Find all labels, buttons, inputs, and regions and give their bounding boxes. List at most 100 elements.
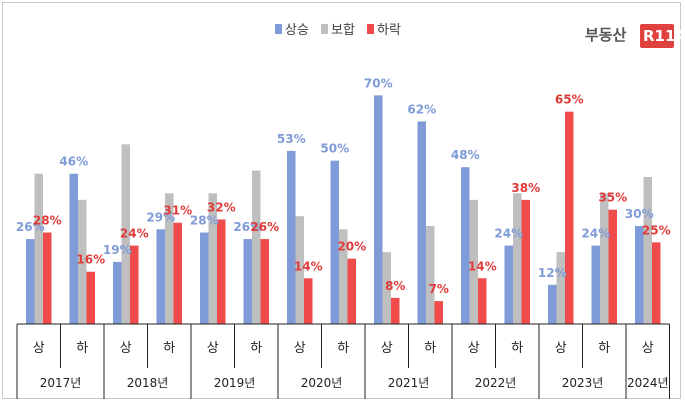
bar-상승-12 (548, 284, 557, 324)
bar-하락-7 (347, 258, 356, 324)
category-label-14: 상 (642, 341, 654, 356)
category-label-7: 하 (337, 341, 349, 356)
value-label-하락-12: 65% (555, 93, 584, 107)
bar-하락-12 (565, 111, 574, 325)
bar-하락-13 (608, 209, 617, 324)
category-label-8: 상 (381, 341, 393, 356)
year-label-3: 2020년 (301, 376, 343, 390)
legend-swatch-1 (321, 24, 328, 34)
bar-하락-3 (173, 222, 182, 324)
logo-box-text: R114 (643, 27, 682, 45)
year-label-2: 2019년 (214, 376, 256, 390)
category-label-3: 하 (163, 341, 175, 356)
year-label-6: 2023년 (562, 376, 604, 390)
value-label-하락-13: 35% (598, 191, 627, 205)
legend-swatch-2 (367, 24, 374, 34)
value-label-상승-2: 19% (103, 243, 132, 257)
value-label-하락-14: 25% (642, 223, 671, 237)
bar-상승-2 (113, 261, 122, 324)
legend-label-0: 상승 (285, 23, 309, 38)
value-label-하락-6: 14% (294, 259, 323, 273)
value-label-상승-4: 28% (190, 214, 219, 228)
bar-보합-11 (513, 193, 522, 324)
value-label-하락-9: 7% (429, 282, 449, 296)
logo-text: 부동산 (585, 26, 627, 44)
bar-하락-2 (130, 245, 139, 324)
value-label-하락-10: 14% (468, 259, 497, 273)
category-label-0: 상 (33, 341, 45, 356)
x-axis: 상 하 상 하 상 하 상 하 상 하 상 하 상 하 상 2017년 2018년 2019년 2020년 2021년… (16, 323, 670, 399)
value-label-상승-10: 48% (451, 148, 480, 162)
bar-상승-14 (635, 226, 644, 324)
value-label-상승-5: 26% (233, 220, 262, 234)
category-label-1: 하 (76, 341, 88, 356)
value-label-하락-0: 28% (33, 214, 62, 228)
bar-chart: 상승 보합 하락 부동산 R114 26%28%46%16%19%24%29%31%… (16, 23, 682, 399)
value-label-상승-3: 29% (146, 210, 175, 224)
bar-보합-8 (382, 252, 391, 324)
bar-상승-9 (417, 121, 426, 324)
year-label-0: 2017년 (40, 376, 82, 390)
bars (26, 95, 661, 325)
bar-상승-10 (461, 167, 470, 324)
year-label-5: 2022년 (475, 376, 517, 390)
category-label-9: 하 (424, 341, 436, 356)
value-label-하락-4: 32% (207, 200, 236, 214)
value-label-하락-7: 20% (337, 240, 366, 254)
value-label-상승-12: 12% (538, 266, 567, 280)
bar-하락-8 (391, 297, 400, 324)
value-label-하락-1: 16% (76, 253, 105, 267)
value-label-상승-14: 30% (625, 207, 654, 221)
value-label-하락-2: 24% (120, 227, 149, 241)
bar-하락-6 (304, 278, 313, 324)
category-label-10: 상 (468, 341, 480, 356)
bar-상승-0 (26, 239, 35, 324)
value-label-하락-11: 38% (511, 181, 540, 195)
bar-상승-11 (504, 245, 513, 324)
bar-보합-12 (556, 252, 565, 324)
value-label-상승-7: 50% (320, 142, 349, 156)
category-label-4: 상 (207, 341, 219, 356)
category-label-5: 하 (250, 341, 262, 356)
bar-보합-3 (165, 193, 174, 324)
bar-하락-0 (43, 232, 52, 324)
bar-보합-2 (121, 144, 130, 324)
value-labels: 26%28%46%16%19%24%29%31%28%32%26%26%53%1… (16, 76, 671, 296)
value-label-상승-13: 24% (581, 227, 610, 241)
logo: 부동산 R114 (585, 24, 682, 48)
bar-보합-1 (78, 199, 87, 324)
bar-상승-4 (200, 232, 209, 324)
bar-보합-13 (600, 193, 609, 324)
bar-하락-1 (86, 271, 95, 324)
bar-보합-5 (252, 170, 261, 324)
bar-하락-5 (260, 239, 269, 324)
bar-보합-14 (643, 177, 652, 324)
value-label-상승-11: 24% (494, 227, 523, 241)
bar-하락-9 (434, 301, 443, 324)
bar-상승-3 (156, 229, 165, 324)
category-label-6: 상 (294, 341, 306, 356)
category-label-2: 상 (120, 341, 132, 356)
year-label-4: 2021년 (388, 376, 430, 390)
chart-frame: 상승 보합 하락 부동산 R114 26% 28% 46% 16% 19% 24% 29% 31%… (2, 2, 682, 399)
value-label-상승-8: 70% (364, 76, 393, 90)
bar-보합-4 (208, 193, 217, 324)
legend: 상승 보합 하락 (275, 23, 401, 38)
value-label-상승-1: 46% (59, 155, 88, 169)
value-label-상승-9: 62% (407, 102, 436, 116)
bar-하락-14 (652, 242, 661, 324)
bar-보합-9 (426, 226, 435, 324)
value-label-상승-0: 26% (16, 220, 45, 234)
bar-보합-7 (339, 229, 348, 324)
bar-하락-4 (217, 219, 226, 324)
legend-label-2: 하락 (377, 23, 401, 38)
bar-하락-11 (521, 199, 530, 324)
logo-box (640, 24, 674, 48)
bar-보합-6 (295, 216, 304, 324)
value-label-하락-3: 31% (163, 204, 192, 218)
bar-하락-10 (478, 278, 487, 324)
value-label-상승-6: 53% (277, 132, 306, 146)
bar-상승-5 (243, 239, 252, 324)
category-label-11: 하 (511, 341, 523, 356)
value-label-하락-5: 26% (250, 220, 279, 234)
